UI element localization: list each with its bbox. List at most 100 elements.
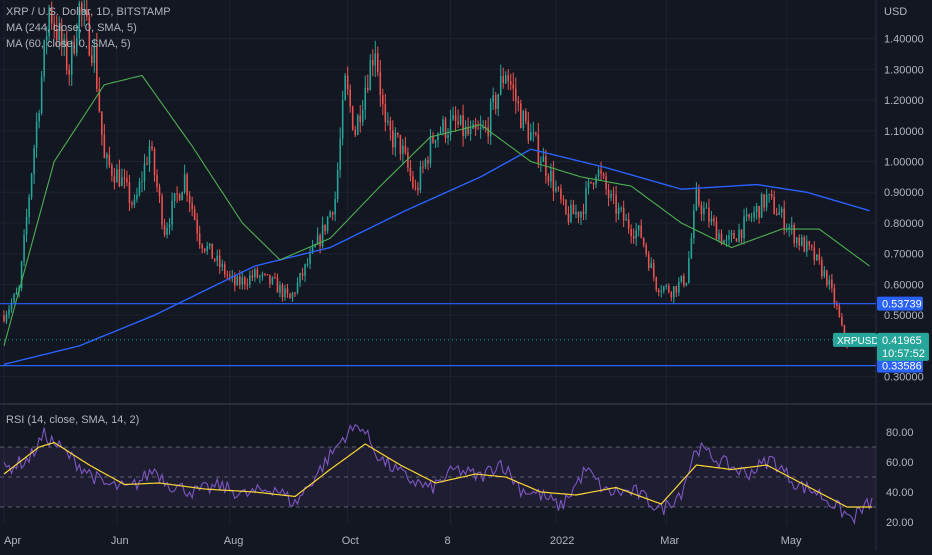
candle-body bbox=[575, 211, 577, 215]
candle-body bbox=[690, 238, 693, 259]
x-tick-label: Apr bbox=[4, 535, 21, 547]
candle-body bbox=[23, 234, 25, 262]
ma244-legend[interactable]: MA (244, close, 0, SMA, 5) bbox=[6, 22, 137, 34]
candle-body bbox=[718, 233, 720, 240]
candle-body bbox=[805, 241, 808, 252]
candle-body bbox=[40, 76, 43, 114]
candle-body bbox=[625, 219, 627, 221]
candle-body bbox=[715, 221, 718, 240]
candle-body bbox=[361, 109, 364, 123]
countdown-label: 10:57:52 bbox=[882, 348, 925, 360]
candle-body bbox=[647, 253, 650, 269]
rsi-legend[interactable]: RSI (14, close, SMA, 14, 2) bbox=[6, 414, 140, 426]
candle-body bbox=[111, 165, 113, 176]
candle-body bbox=[828, 279, 831, 285]
rsi-y-tick-label: 40.00 bbox=[886, 487, 914, 499]
candle-body bbox=[632, 236, 635, 239]
candle-body bbox=[745, 214, 748, 217]
candle-body bbox=[710, 218, 713, 223]
candle-body bbox=[158, 187, 161, 196]
candle-body bbox=[427, 159, 429, 164]
candle-body bbox=[229, 275, 231, 277]
candle-body bbox=[750, 217, 753, 219]
candle-body bbox=[399, 135, 402, 155]
symbol-legend[interactable]: XRP / U.S. Dollar, 1D, BITSTAMP bbox=[6, 6, 171, 18]
candle-body bbox=[650, 263, 653, 269]
level-price-label: 0.53739 bbox=[882, 299, 922, 311]
candle-body bbox=[326, 217, 329, 231]
candle-body bbox=[392, 130, 394, 148]
candle-body bbox=[239, 276, 241, 285]
candle-body bbox=[615, 195, 617, 215]
candle-body bbox=[387, 120, 389, 123]
candle-body bbox=[610, 193, 612, 198]
candle-body bbox=[314, 244, 316, 247]
x-tick-label: Aug bbox=[224, 535, 244, 547]
candle-body bbox=[309, 252, 311, 264]
y-tick-label: 1.10000 bbox=[884, 126, 924, 138]
candle-body bbox=[50, 7, 53, 24]
candle-body bbox=[432, 136, 434, 143]
candle-body bbox=[592, 182, 595, 185]
candle-body bbox=[407, 152, 409, 168]
y-tick-label: 1.00000 bbox=[884, 157, 924, 169]
candle-body bbox=[198, 233, 201, 245]
candle-body bbox=[821, 260, 823, 277]
candle-body bbox=[818, 254, 821, 261]
candle-body bbox=[389, 120, 392, 131]
candle-body bbox=[246, 284, 249, 286]
candle-body bbox=[675, 286, 678, 293]
candle-body bbox=[600, 169, 602, 174]
currency-label: USD bbox=[884, 6, 908, 18]
candle-body bbox=[183, 174, 186, 193]
candle-body bbox=[38, 113, 40, 122]
x-tick-label: Oct bbox=[342, 535, 359, 547]
candle-body bbox=[517, 101, 520, 104]
candle-body bbox=[560, 188, 562, 200]
candle-body bbox=[590, 181, 592, 183]
candle-body bbox=[838, 306, 841, 317]
candle-body bbox=[354, 129, 356, 135]
candle-body bbox=[201, 244, 203, 249]
candle-body bbox=[414, 187, 417, 189]
candle-body bbox=[176, 193, 178, 195]
candle-body bbox=[728, 235, 730, 240]
candle-body bbox=[241, 277, 244, 285]
candle-body bbox=[770, 193, 773, 197]
candle-body bbox=[602, 173, 605, 177]
candle-body bbox=[464, 126, 467, 136]
candle-body bbox=[452, 115, 454, 120]
candle-body bbox=[118, 169, 121, 186]
candle-body bbox=[823, 270, 826, 277]
candle-body bbox=[279, 285, 281, 293]
candle-body bbox=[234, 275, 236, 286]
candle-body bbox=[80, 2, 83, 13]
candle-body bbox=[126, 178, 128, 183]
candle-body bbox=[768, 193, 770, 195]
candle-body bbox=[316, 235, 319, 245]
candle-body bbox=[522, 111, 525, 129]
last-price-label: 0.41965 bbox=[882, 335, 922, 347]
level-price-tag bbox=[877, 296, 923, 311]
candle-body bbox=[582, 212, 585, 214]
y-tick-label: 0.70000 bbox=[884, 249, 924, 261]
candle-body bbox=[53, 23, 55, 30]
candle-body bbox=[231, 275, 234, 277]
candle-body bbox=[705, 207, 708, 209]
candle-body bbox=[743, 216, 745, 238]
candle-body bbox=[101, 111, 103, 135]
candle-body bbox=[580, 212, 582, 218]
candle-body bbox=[733, 232, 735, 239]
candle-body bbox=[780, 208, 783, 213]
candle-body bbox=[683, 275, 685, 286]
candle-body bbox=[412, 175, 414, 188]
candle-body bbox=[748, 214, 750, 218]
candle-body bbox=[507, 75, 510, 82]
ma60-legend[interactable]: MA (60, close, 0, SMA, 5) bbox=[6, 38, 131, 50]
candle-body bbox=[788, 227, 790, 229]
candle-body bbox=[499, 76, 502, 95]
candle-body bbox=[670, 292, 673, 298]
candle-body bbox=[123, 177, 126, 179]
